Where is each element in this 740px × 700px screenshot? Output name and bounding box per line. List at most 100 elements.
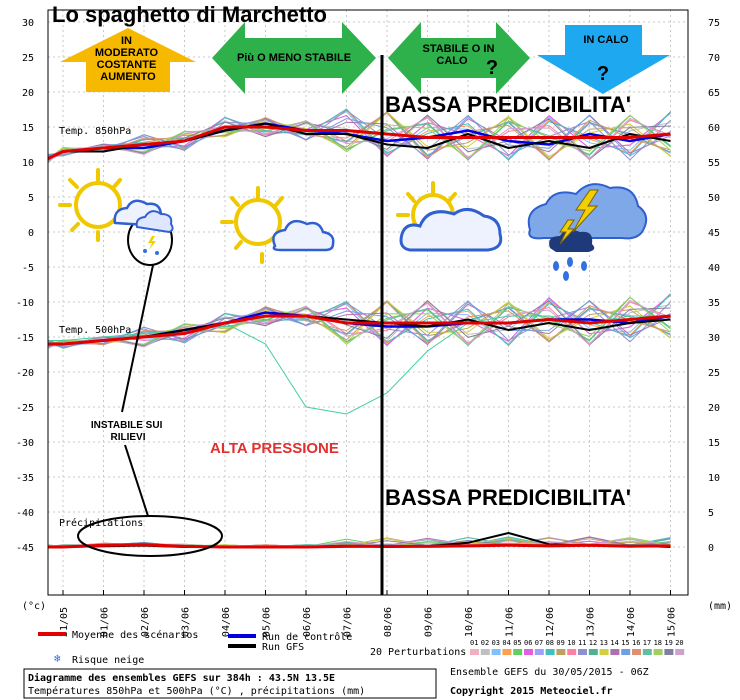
footer-copyright: Copyright 2015 Meteociel.fr (450, 685, 613, 697)
perturbation-line (47, 301, 671, 346)
y2-tick-label: 70 (708, 53, 720, 64)
y-tick-label: 10 (22, 158, 34, 169)
perturbation-id: 08 (546, 639, 554, 647)
perturbation-id: 02 (481, 639, 489, 647)
perturbation-swatch (524, 649, 533, 655)
arrow-stable-or-falling: STABILE O IN CALO ? (388, 22, 530, 94)
y2-tick-label: 60 (708, 123, 720, 134)
perturbation-swatch (502, 649, 512, 655)
unstable-label: INSTABILE SUI RILIEVI (91, 420, 165, 443)
perturbation-line (47, 114, 671, 162)
y2-tick-label: 5 (708, 508, 714, 519)
perturbation-swatch (491, 649, 501, 655)
temp850-label: Temp. 850hPa (59, 126, 131, 137)
perturbation-id: 01 (470, 639, 478, 647)
perturbation-id: 14 (610, 639, 618, 647)
chart-series (47, 122, 671, 549)
y2-tick-label: 65 (708, 88, 720, 99)
arrow-label-line: IN MODERATO COSTANTE AUMENTO (95, 35, 161, 83)
series-line-t500 (48, 314, 671, 346)
perturbation-id: 04 (502, 639, 510, 647)
perturbation-swatch (534, 649, 544, 655)
perturbation-swatch (470, 649, 479, 655)
perturbation-id: 06 (524, 639, 532, 647)
y-tick-label: 5 (28, 193, 34, 204)
perturbation-id: 05 (513, 639, 521, 647)
callout-line (124, 444, 149, 517)
x-tick-label: 09/06 (424, 607, 435, 637)
x-tick-label: 06/06 (302, 607, 313, 637)
perturbation-swatch (545, 649, 555, 655)
precip-label: Précipitations (59, 517, 143, 529)
sun-cloud-rain-icon (58, 168, 174, 255)
y2-tick-label: 55 (708, 158, 720, 169)
y-tick-label: -35 (16, 473, 34, 484)
arrow-falling: IN CALO ? (537, 25, 670, 94)
y-tick-label: 15 (22, 123, 34, 134)
perturbation-id: 12 (589, 639, 597, 647)
arrow-more-or-less-stable: Più O MENO STABILE (212, 22, 376, 94)
legend: Moyenne des scénarios Run de contrôle Ru… (38, 629, 685, 666)
y-tick-label: -15 (16, 333, 34, 344)
y-tick-label: -30 (16, 438, 34, 449)
perturbation-id: 09 (556, 639, 564, 647)
y2-tick-label: 15 (708, 438, 720, 449)
x-tick-label: 13/06 (586, 607, 597, 637)
y-tick-label: -25 (16, 403, 34, 414)
y-unit-label: (°c) (22, 601, 46, 612)
y2-tick-label: 30 (708, 333, 720, 344)
x-axis-labels: 31/05 01/06 02/06 03/06 04/06 05/06 06/06 07/06… (59, 607, 678, 637)
perturbation-id: 16 (632, 639, 640, 647)
y2-tick-label: 50 (708, 193, 720, 204)
y2-tick-label: 20 (708, 403, 720, 414)
perturbation-swatch (664, 649, 674, 655)
perturbation-line (47, 298, 671, 347)
sun-cloud-icon (396, 181, 503, 252)
thunderstorm-icon (527, 183, 648, 281)
y-tick-label: 30 (22, 18, 34, 29)
legend-mean: Moyenne des scénarios (72, 629, 198, 641)
y2-tick-label: 0 (708, 543, 714, 554)
series-line-precip (48, 543, 671, 549)
x-tick-label: 14/06 (626, 607, 637, 637)
footer-box (23, 668, 437, 699)
high-pressure-label: ALTA PRESSIONE (210, 440, 339, 457)
x-tick-label: 01/06 (100, 607, 111, 637)
arrow-label-line: Più O MENO STABILE (237, 52, 351, 64)
perturbation-swatch (556, 649, 566, 655)
low-predictability-top: BASSA PREDICIBILITA' (385, 92, 631, 117)
perturbation-swatch (567, 649, 577, 655)
legend-snow: Risque neige (72, 655, 144, 666)
y2-unit-label: (mm) (708, 601, 732, 612)
y2-tick-label: 75 (708, 18, 720, 29)
y2-tick-label: 25 (708, 368, 720, 379)
perturbation-line (47, 300, 671, 346)
arrow-label-line: STABILE O IN CALO (423, 43, 498, 67)
perturbation-swatch (610, 649, 620, 655)
legend-gfs: Run GFS (262, 642, 304, 653)
x-tick-label: 11/06 (505, 607, 516, 637)
y2-tick-label: 10 (708, 473, 720, 484)
legend-control: Run de contrôle (262, 631, 352, 643)
y-tick-label: -40 (16, 508, 34, 519)
perturbation-id: 20 (675, 639, 683, 647)
perturbation-id: 03 (492, 639, 500, 647)
x-tick-label: 15/06 (667, 607, 678, 637)
x-tick-label: 07/06 (343, 607, 354, 637)
chart-title: Lo spaghetto di Marchetto (52, 2, 327, 27)
unstable-ellipse-bottom (77, 515, 223, 557)
perturbation-line (47, 112, 671, 161)
perturbation-swatch (621, 649, 631, 655)
perturbation-id: 13 (600, 639, 608, 647)
perturbation-line (47, 299, 671, 347)
perturbation-line (47, 114, 671, 161)
callout-line (121, 264, 154, 413)
temp500-label: Temp. 500hPa (59, 325, 131, 336)
x-tick-label: 02/06 (140, 607, 151, 637)
series-line-t850 (47, 125, 671, 160)
perturbation-id: 07 (535, 639, 543, 647)
y-tick-label: -5 (22, 263, 34, 274)
perturbation-id: 18 (654, 639, 662, 647)
perturbation-line (47, 111, 671, 161)
